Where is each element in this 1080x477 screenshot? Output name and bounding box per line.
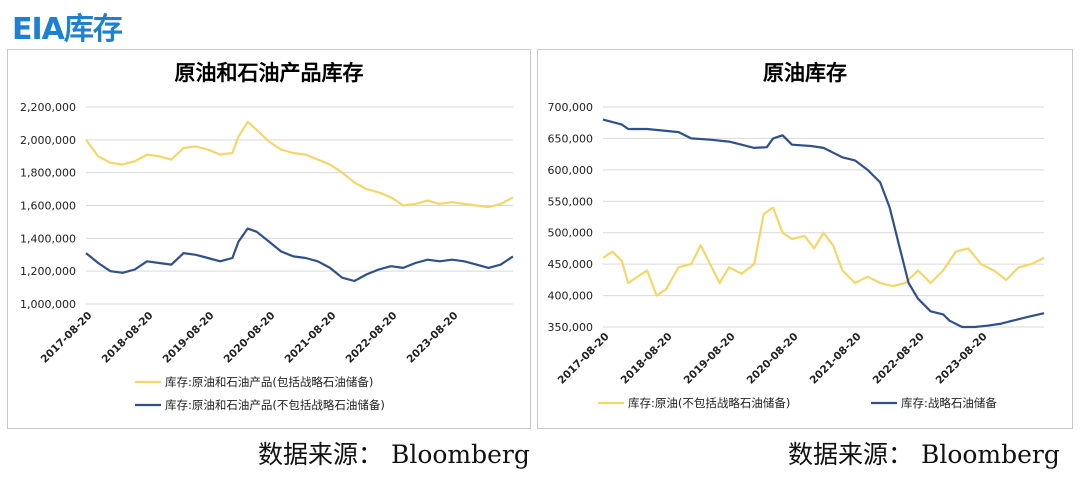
- data-source-right: 数据来源： Bloomberg: [788, 440, 1060, 469]
- x-tick-label: 2019-08-20: [161, 310, 217, 366]
- series-line-2: [602, 118, 1045, 329]
- x-tick-label: 2020-08-20: [745, 331, 801, 387]
- y-tick-label: 450,000: [548, 258, 594, 271]
- x-tick-label: 2018-08-20: [100, 310, 156, 366]
- series-line-2: [85, 227, 514, 283]
- y-tick-label: 550,000: [548, 195, 594, 208]
- y-tick-label: 1,200,000: [20, 265, 76, 278]
- data-source-left: 数据来源： Bloomberg: [258, 440, 530, 469]
- y-tick-label: 1,000,000: [20, 298, 76, 311]
- x-tick-label: 2017-08-20: [556, 331, 612, 387]
- y-tick-label: 600,000: [548, 164, 594, 177]
- x-tick-label: 2023-08-20: [405, 310, 461, 366]
- chart-svg-left: 原油和石油产品库存 2,200,000 2,000,000 1,800,000 1,60…: [20, 61, 514, 412]
- y-tick-label: 2,200,000: [20, 101, 76, 114]
- series-line-1: [602, 206, 1045, 297]
- y-tick-label: 700,000: [548, 101, 594, 114]
- x-tick-label: 2021-08-20: [808, 331, 864, 387]
- chart-panel-right: 原油库存 700,000 650,000 600,000 550,000 500,000 4…: [537, 49, 1073, 429]
- y-tick-label: 1,400,000: [20, 232, 76, 245]
- legend-label: 库存:原油和石油产品(不包括战略石油储备): [165, 398, 385, 412]
- y-tick-label: 2,000,000: [20, 134, 76, 147]
- chart-title: 原油库存: [763, 61, 847, 85]
- y-tick-label: 650,000: [548, 132, 594, 145]
- legend-label: 库存:原油和石油产品(包括战略石油储备): [165, 375, 373, 389]
- y-tick-label: 350,000: [548, 321, 594, 334]
- x-tick-label: 2018-08-20: [619, 331, 675, 387]
- x-tick-label: 2020-08-20: [222, 310, 278, 366]
- page-title: EIA库存: [12, 12, 123, 47]
- x-tick-label: 2022-08-20: [871, 331, 927, 387]
- series-line-1: [85, 120, 514, 209]
- x-tick-label: 2022-08-20: [344, 310, 400, 366]
- x-tick-label: 2017-08-20: [39, 310, 95, 366]
- legend-label: 库存:战略石油储备: [901, 396, 997, 410]
- chart-title: 原油和石油产品库存: [175, 61, 364, 85]
- x-tick-label: 2021-08-20: [283, 310, 339, 366]
- legend-label: 库存:原油(不包括战略石油储备): [628, 396, 790, 410]
- y-tick-label: 1,800,000: [20, 167, 76, 180]
- y-tick-label: 1,600,000: [20, 200, 76, 213]
- y-tick-label: 500,000: [548, 227, 594, 240]
- chart-svg-right: 原油库存 700,000 650,000 600,000 550,000 500,000 4…: [548, 61, 1045, 410]
- x-tick-label: 2019-08-20: [682, 331, 738, 387]
- x-tick-label: 2023-08-20: [934, 331, 990, 387]
- chart-panel-left: 原油和石油产品库存 2,200,000 2,000,000 1,800,000 1,60…: [7, 49, 531, 429]
- y-tick-label: 400,000: [548, 290, 594, 303]
